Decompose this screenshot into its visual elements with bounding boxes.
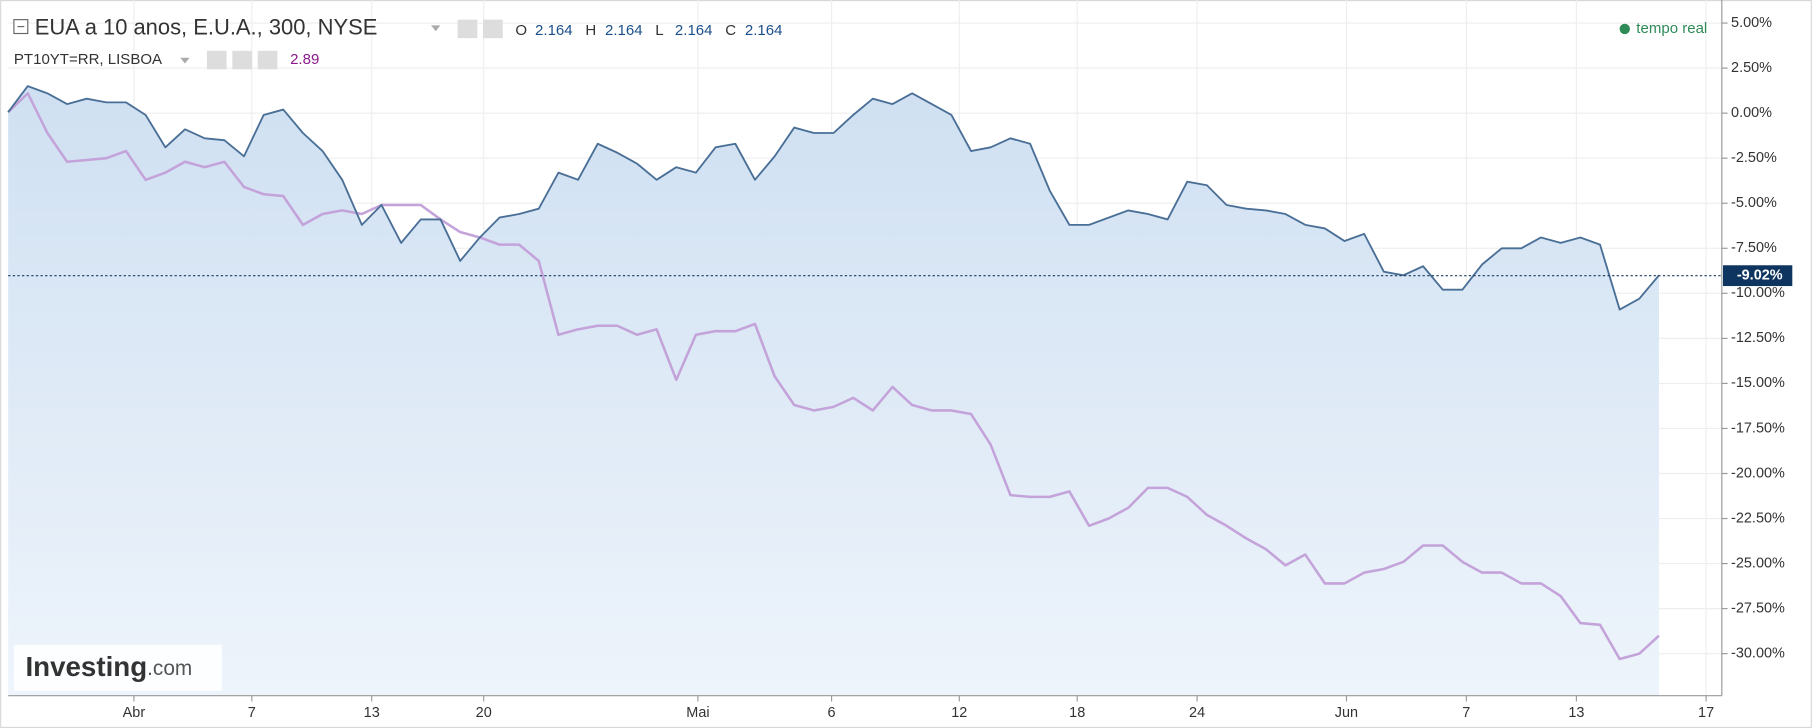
x-tick-label: 17 [1698, 705, 1714, 721]
y-tick-label: -12.50% [1731, 330, 1785, 346]
logo-name: Investing [25, 651, 147, 682]
y-tick-label: 2.50% [1731, 60, 1772, 76]
ohlc-value: 2.164 [605, 22, 643, 39]
x-tick-label: 7 [1462, 705, 1470, 721]
ohlc-legend: O 2.164 H 2.164 L 2.164 C 2.164 [515, 22, 782, 39]
last-value-label: -9.02% [1737, 267, 1783, 283]
y-tick-label: 5.00% [1731, 15, 1772, 31]
ohlc-value: 2.164 [535, 22, 573, 39]
y-tick-label: -17.50% [1731, 420, 1785, 436]
main-series-name: EUA a 10 anos, E.U.A., 300, NYSE [35, 15, 378, 40]
close-button[interactable] [257, 50, 278, 70]
y-tick-label: -30.00% [1731, 645, 1785, 661]
y-tick-label: 0.00% [1731, 105, 1772, 121]
settings-button[interactable] [232, 50, 252, 70]
last-value-box [1722, 265, 1793, 287]
x-tick-label: 20 [476, 705, 492, 721]
ohlc-value: 2.164 [675, 22, 713, 39]
x-tick-label: 13 [1568, 705, 1584, 721]
settings-button[interactable] [483, 19, 503, 39]
y-tick-label: -22.50% [1731, 510, 1785, 526]
realtime-label: tempo real [1636, 20, 1707, 37]
x-tick-label: 13 [364, 705, 380, 721]
second-series-name: PT10YT=RR, LISBOA [14, 51, 162, 68]
second-series-value: 2.89 [290, 51, 319, 68]
logo-suffix: .com [147, 657, 192, 680]
ohlc-value: 2.164 [745, 22, 783, 39]
x-tick-label: 7 [248, 705, 256, 721]
ohlc-label: O [515, 22, 527, 39]
eye-button[interactable] [457, 19, 478, 39]
series-area [8, 86, 1659, 696]
x-tick-label: 6 [828, 705, 836, 721]
y-tick-label: -20.00% [1731, 465, 1785, 481]
x-tick-label: 18 [1069, 705, 1085, 721]
realtime-dot [1619, 23, 1630, 35]
y-tick-label: -25.00% [1731, 555, 1785, 571]
x-tick-label: Jun [1335, 705, 1358, 721]
y-tick-label: -15.00% [1731, 375, 1785, 391]
ohlc-label: H [585, 22, 596, 39]
x-tick-label: Abr [123, 705, 146, 721]
x-tick-label: Mai [686, 705, 709, 721]
logo: Investing.com [25, 651, 192, 682]
y-tick-label: -5.00% [1731, 195, 1777, 211]
y-tick-label: -10.00% [1731, 285, 1785, 301]
axes: 5.00% 2.50% 0.00% -2.50% -5.00% -7.50% -10.00%… [8, 0, 1793, 721]
y-tick-label: -2.50% [1731, 150, 1777, 166]
dropdown-arrow[interactable] [180, 57, 190, 64]
x-tick-label: 24 [1189, 705, 1205, 721]
y-tick-label: -7.50% [1731, 240, 1777, 256]
plot [7, 85, 1660, 696]
dropdown-arrow[interactable] [431, 25, 441, 32]
y-tick-label: -27.50% [1731, 600, 1785, 616]
logo-box [13, 644, 222, 692]
x-tick-label: 12 [951, 705, 967, 721]
eye-button[interactable] [206, 50, 227, 70]
series-line [7, 85, 1660, 311]
ohlc-label: L [655, 22, 663, 39]
ohlc-label: C [725, 22, 736, 39]
series-line [7, 92, 1660, 661]
